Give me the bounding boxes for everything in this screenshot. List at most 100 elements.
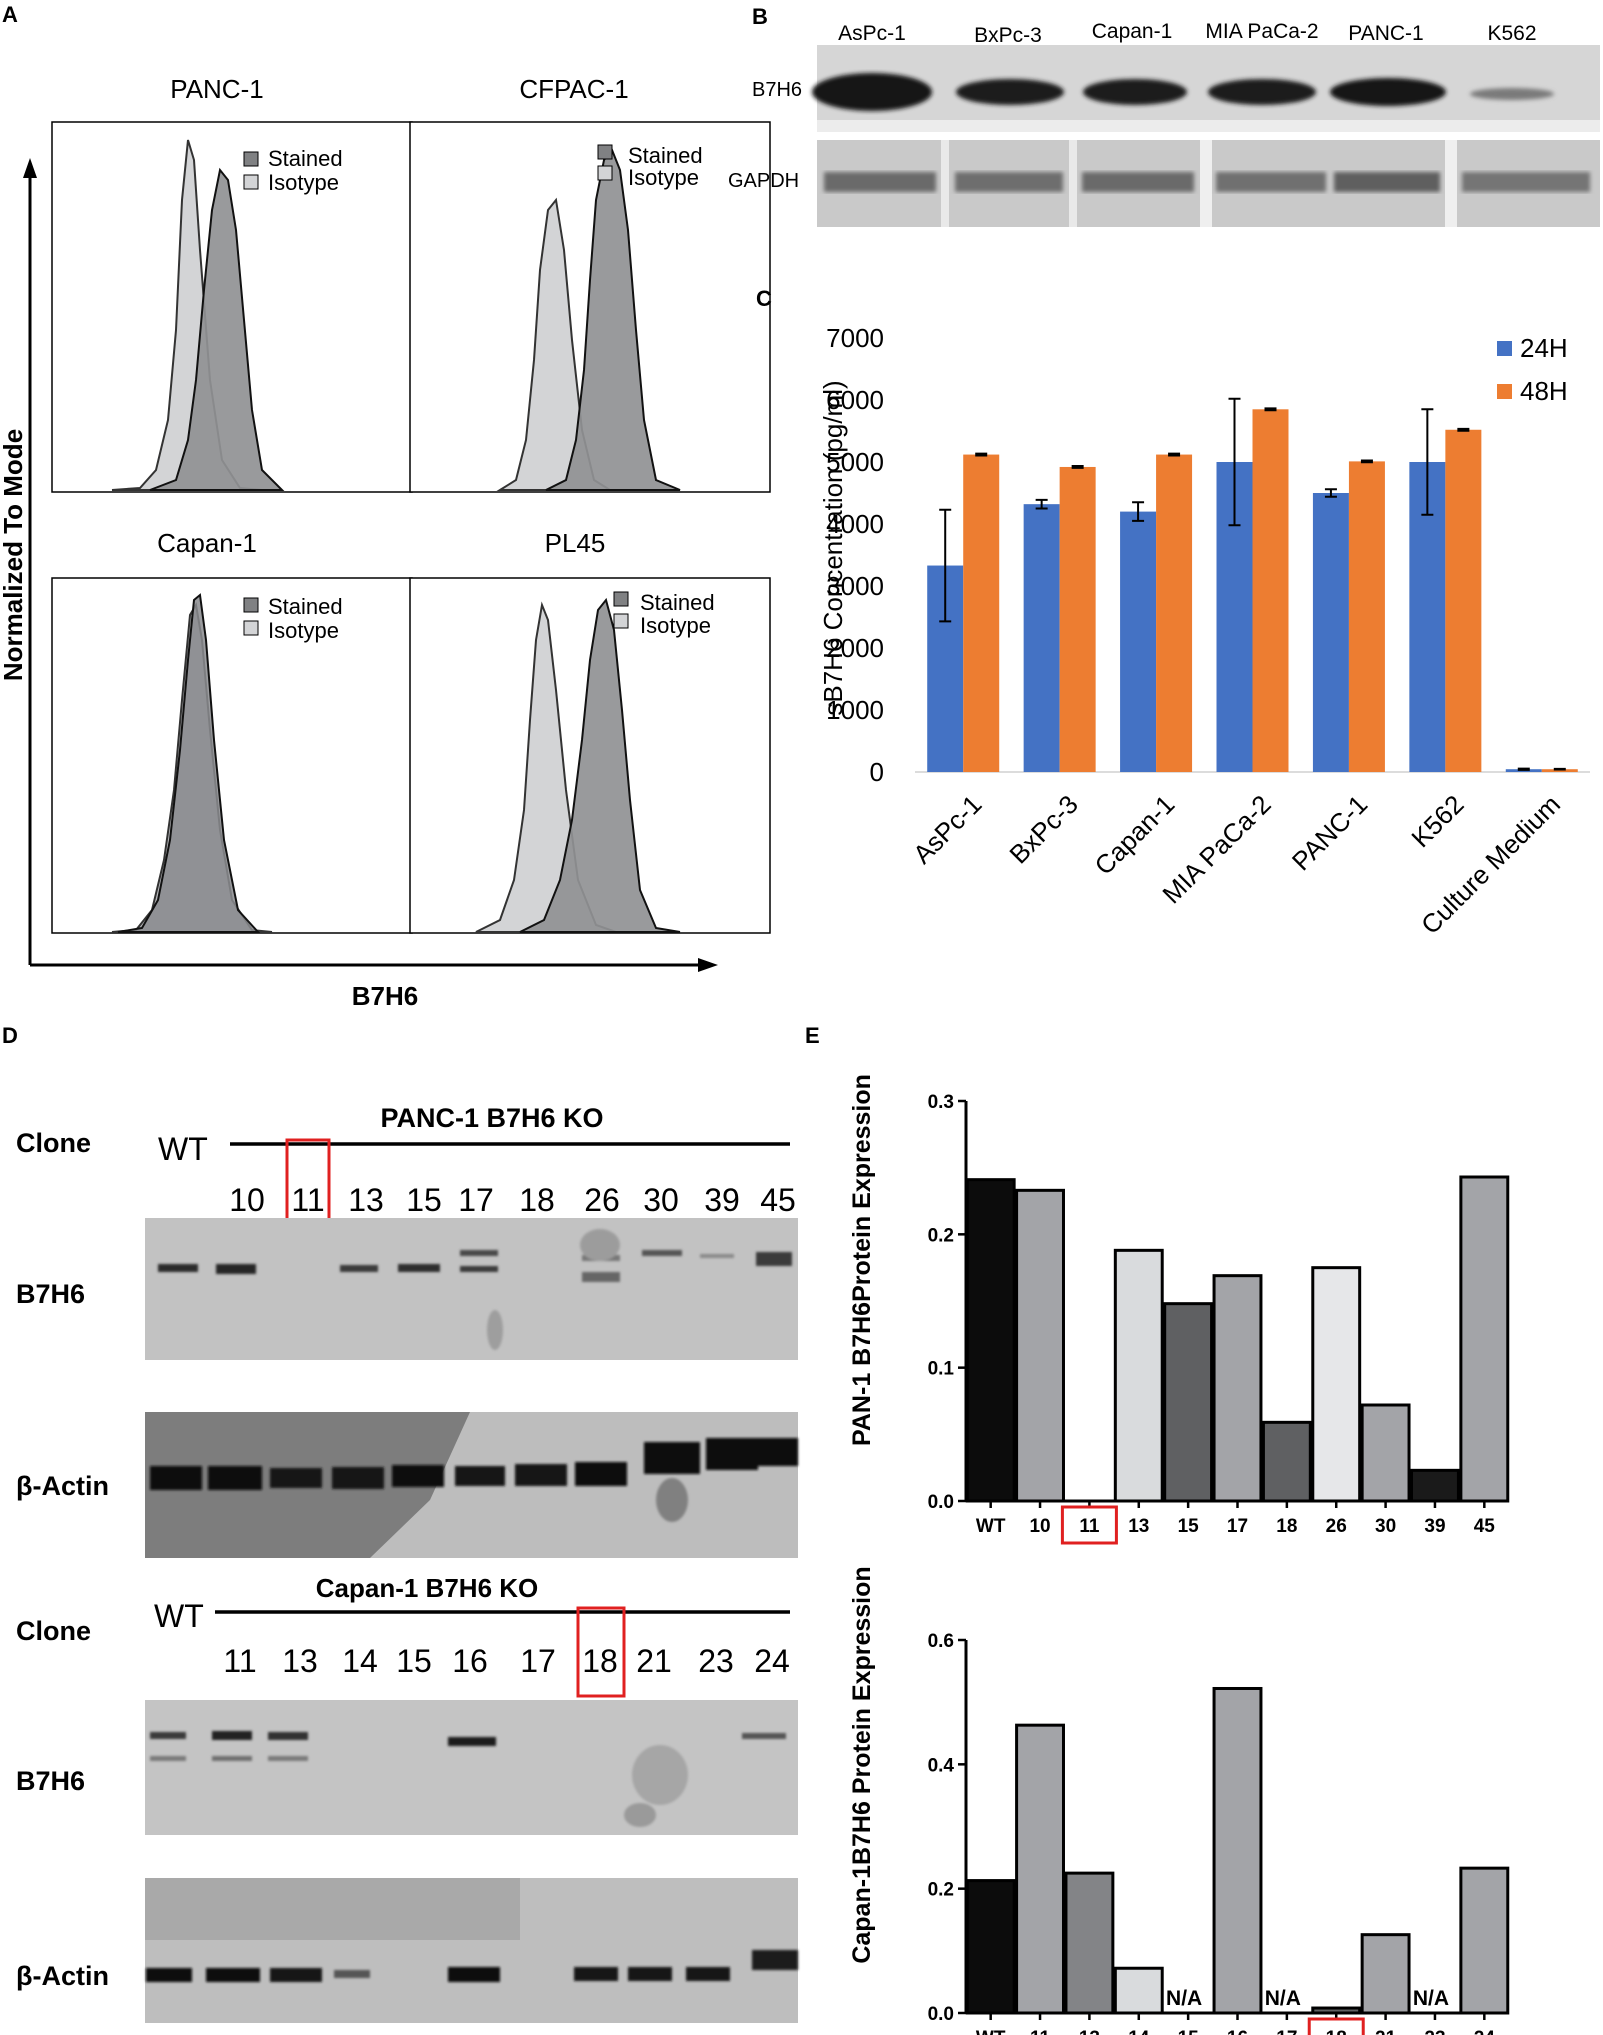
blot-gapdh-strip bbox=[817, 140, 1600, 227]
chart-e1-bar-17 bbox=[1212, 1274, 1263, 1503]
d-top-clone-10: 10 bbox=[229, 1182, 265, 1218]
chart-e2-bar-13 bbox=[1064, 1871, 1115, 2015]
chart-c-errorbar-24h-5 bbox=[1421, 408, 1434, 516]
d-top-clone-label: Clone bbox=[16, 1128, 91, 1158]
lane-label-5: K562 bbox=[1487, 22, 1536, 45]
chart-e1-bar-30 bbox=[1360, 1403, 1411, 1503]
chart-c-errorbar-24h-1 bbox=[1035, 498, 1048, 510]
chart-c-xlabel-1: BxPc-3 bbox=[1003, 789, 1083, 869]
chart-c-xlabel-5: K562 bbox=[1405, 789, 1469, 853]
chart-e1-xlabel-18: 18 bbox=[1276, 1516, 1297, 1537]
d-bot-clone-15: 15 bbox=[396, 1643, 432, 1679]
d-top-header: PANC-1 B7H6 KO bbox=[380, 1103, 603, 1133]
d-bot-clone-13: 13 bbox=[282, 1643, 318, 1679]
chart-c-errorbar-24h-2 bbox=[1132, 501, 1145, 522]
chart-c-errorbar-48h-3 bbox=[1264, 407, 1277, 412]
panel-a-label: A bbox=[2, 2, 18, 27]
d-bot-clone-16: 16 bbox=[452, 1643, 488, 1679]
blot-b7h6-strip bbox=[812, 45, 1600, 132]
panel-c-label: C bbox=[756, 286, 772, 311]
chart-e2-xlabel-23: 23 bbox=[1424, 2028, 1445, 2035]
d-bot-clone-11: 11 bbox=[223, 1643, 256, 1679]
d-top-wt-label: WT bbox=[158, 1131, 208, 1167]
legend-isotype-cfpac1: Isotype bbox=[628, 165, 699, 190]
chart-e2-xlabel-17: 17 bbox=[1276, 2028, 1297, 2035]
chart-e2-bar-24 bbox=[1459, 1866, 1510, 2015]
chart-c-bar-24h-1 bbox=[1023, 504, 1060, 772]
chart-e1-xlabel-15: 15 bbox=[1178, 1516, 1200, 1537]
chart-e2-bar-16 bbox=[1212, 1686, 1263, 2015]
chart-e1-xlabel-26: 26 bbox=[1326, 1516, 1347, 1537]
d-bot-clone-21: 21 bbox=[636, 1643, 672, 1679]
histogram-title-cfpac1: CFPAC-1 bbox=[519, 74, 628, 104]
d-bot-b7h6-blot bbox=[145, 1700, 798, 1835]
d-top-clone-45: 45 bbox=[760, 1182, 796, 1218]
histogram-pl45: Stained Isotype bbox=[409, 577, 771, 934]
chart-e1-bar-10 bbox=[1015, 1188, 1065, 1503]
chart-e2-bar-18 bbox=[1311, 2006, 1362, 2015]
chart-e1-ylabel: PAN-1 B7H6Protein Expression bbox=[848, 1074, 876, 1446]
chart-c-errorbar-48h-1 bbox=[1071, 465, 1084, 469]
d-bot-clone-23: 23 bbox=[698, 1643, 734, 1679]
histogram-panc1: Stained Isotype bbox=[51, 121, 413, 493]
chart-e2-ytick-3: 0.6 bbox=[928, 1631, 954, 1652]
chart-e1-xlabel-10: 10 bbox=[1029, 1516, 1050, 1537]
lane-label-3: MIA PaCa-2 bbox=[1205, 20, 1318, 43]
chart-e1-bar-39 bbox=[1410, 1468, 1460, 1503]
chart-e2-xlabel-21: 21 bbox=[1375, 2028, 1397, 2035]
chart-e2-bar-14 bbox=[1113, 1966, 1164, 2015]
chart-c-bar-48h-1 bbox=[1059, 466, 1096, 772]
chart-e2-bar-21 bbox=[1360, 1933, 1411, 2015]
panel-d-label: D bbox=[2, 1023, 18, 1048]
chart-e1-xlabel-45: 45 bbox=[1474, 1516, 1496, 1537]
chart-c-errorbar-48h-2 bbox=[1168, 452, 1181, 457]
chart-c-ylabel: sB7H6 Concentration (pg/ml) bbox=[818, 380, 848, 715]
histogram-title-capan1: Capan-1 bbox=[157, 528, 257, 558]
chart-e2-na-15: N/A bbox=[1166, 1987, 1202, 2010]
chart-e2-xlabel-24: 24 bbox=[1474, 2028, 1496, 2035]
chart-c-xlabel-2: Capan-1 bbox=[1089, 789, 1181, 881]
chart-e1-xlabel-17: 17 bbox=[1227, 1516, 1248, 1537]
chart-e2-na-23: N/A bbox=[1413, 1987, 1449, 2010]
chart-e1-bar-15 bbox=[1163, 1302, 1214, 1503]
d-bot-header: Capan-1 B7H6 KO bbox=[316, 1573, 539, 1603]
chart-c-bar-48h-4 bbox=[1348, 461, 1385, 772]
chart-c-xlabel-0: AsPc-1 bbox=[907, 789, 987, 869]
panel-b: B AsPc-1 BxPc-3 Capan-1 MIA PaCa-2 PANC-… bbox=[728, 4, 1600, 227]
chart-c-errorbar-24h-4 bbox=[1324, 488, 1337, 498]
chart-e1-bar-13 bbox=[1113, 1248, 1164, 1503]
chart-e2-xlabel-15: 15 bbox=[1178, 2028, 1200, 2035]
d-top-clone-17: 17 bbox=[458, 1182, 494, 1218]
chart-c-ytick-5: 5000 bbox=[826, 447, 884, 477]
panel-a-x-axis-label: B7H6 bbox=[352, 981, 418, 1011]
chart-e1-xlabel-WT: WT bbox=[976, 1516, 1006, 1537]
chart-e2-highlight-box bbox=[1307, 2017, 1365, 2035]
legend-isotype-pl45: Isotype bbox=[640, 613, 711, 638]
d-top-clone-39: 39 bbox=[704, 1182, 740, 1218]
chart-c-ytick-4: 4000 bbox=[826, 509, 884, 539]
lane-label-0: AsPc-1 bbox=[838, 22, 906, 45]
chart-e2-xlabel-WT: WT bbox=[976, 2028, 1006, 2035]
chart-e2-bar-WT bbox=[965, 1879, 1016, 2015]
blot-b-row-b7h6: B7H6 bbox=[752, 79, 802, 101]
chart-c-ytick-1: 1000 bbox=[826, 695, 884, 725]
chart-e2-xlabel-18: 18 bbox=[1326, 2028, 1347, 2035]
d-top-clone-26: 26 bbox=[584, 1182, 620, 1218]
d-top-clone-13: 13 bbox=[348, 1182, 384, 1218]
legend-isotype-capan1: Isotype bbox=[268, 618, 339, 643]
d-bot-clone-18: 18 bbox=[582, 1643, 618, 1679]
chart-e1-ytick-1: 0.1 bbox=[928, 1359, 955, 1380]
lane-label-2: Capan-1 bbox=[1092, 20, 1173, 43]
stained-curve-panc1 bbox=[149, 167, 285, 491]
chart-e2-ytick-1: 0.2 bbox=[928, 1880, 954, 1901]
chart-c-ytick-7: 7000 bbox=[826, 323, 884, 353]
chart-e1-xlabel-11: 11 bbox=[1079, 1516, 1100, 1537]
panel-b-label: B bbox=[752, 4, 768, 29]
chart-c-bar-24h-2 bbox=[1120, 511, 1157, 772]
chart-c-errorbar-48h-5 bbox=[1457, 427, 1470, 432]
d-bot-clone-label: Clone bbox=[16, 1616, 91, 1646]
chart-c-errorbar-48h-0 bbox=[975, 452, 988, 457]
d-top-row-actin: β-Actin bbox=[16, 1471, 109, 1501]
chart-e2-na-17: N/A bbox=[1265, 1987, 1301, 2010]
